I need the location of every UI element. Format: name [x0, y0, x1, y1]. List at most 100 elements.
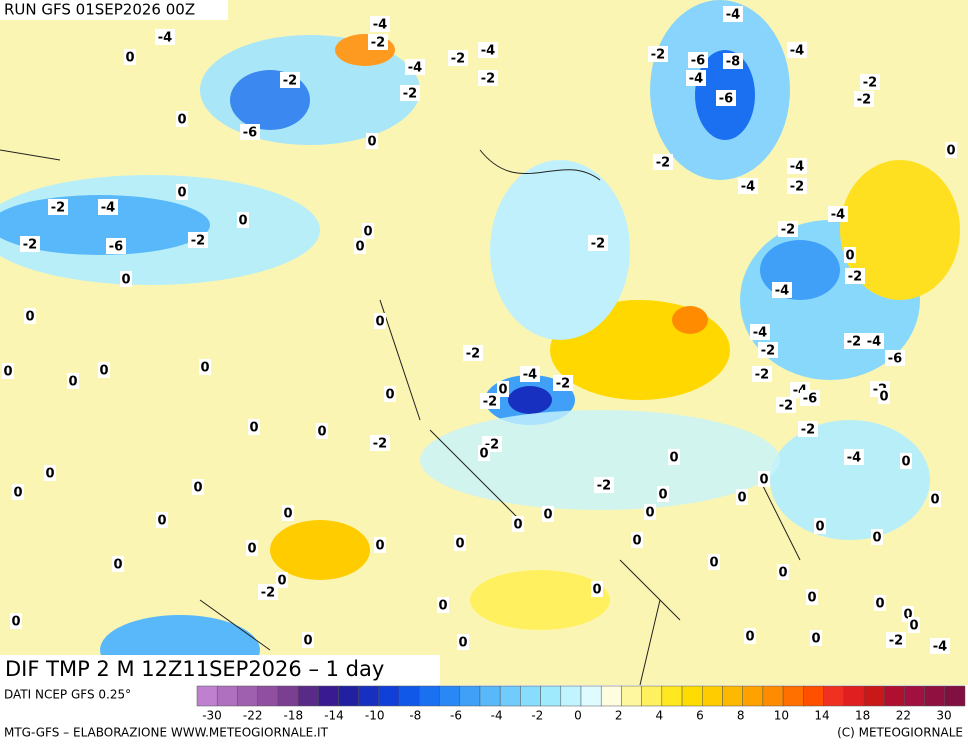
field-area [840, 160, 960, 300]
label-box [828, 206, 848, 222]
contour-label: -2 [857, 93, 871, 108]
label-box [155, 29, 175, 45]
contour-label: 0 [658, 488, 667, 503]
contour-label: 0 [498, 383, 507, 398]
colorbar-swatch [459, 685, 481, 707]
contour-label: -2 [801, 423, 815, 438]
colorbar-tick-label: 6 [696, 709, 704, 723]
contour-label: 0 [317, 425, 326, 440]
label-box [930, 638, 950, 654]
label-box [772, 282, 792, 298]
label-box [777, 564, 789, 580]
contour-label: 0 [737, 491, 746, 506]
contour-label: -2 [889, 634, 903, 649]
contour-label: -2 [373, 437, 387, 452]
contour-label: -2 [451, 52, 465, 67]
contour-label: -4 [523, 368, 537, 383]
contour-label: 0 [3, 365, 12, 380]
colorbar-swatch [944, 685, 966, 707]
colorbar-swatch [803, 685, 824, 707]
label-box [736, 489, 748, 505]
contour-label: -2 [651, 48, 665, 63]
contour-label: 0 [458, 636, 467, 651]
label-box [457, 634, 469, 650]
contour-label: -2 [371, 36, 385, 51]
contour-label: -4 [373, 18, 387, 33]
contour-label: 0 [645, 506, 654, 521]
contour-label: 0 [543, 508, 552, 523]
contour-label: 0 [778, 566, 787, 581]
contour-label: 0 [13, 486, 22, 501]
colorbar-swatch [439, 685, 460, 707]
colorbar-swatch [479, 685, 501, 707]
colorbar-swatch [863, 685, 885, 707]
label-box [48, 199, 68, 215]
label-box [156, 512, 168, 528]
contour-label: 0 [759, 473, 768, 488]
label-box [553, 375, 573, 391]
label-box [878, 388, 890, 404]
label-box [648, 46, 668, 62]
colorbar-tick-label: 18 [855, 709, 870, 723]
contour-label: 0 [363, 225, 372, 240]
contour-label: 0 [879, 390, 888, 405]
label-box [384, 386, 396, 402]
label-box [752, 366, 772, 382]
contour-label: 0 [901, 455, 910, 470]
colorbar-tick-label: -10 [365, 709, 385, 723]
colorbar-swatch [297, 685, 319, 707]
label-box [885, 350, 905, 366]
colorbar-swatch [762, 685, 784, 707]
label-box [368, 34, 388, 50]
label-box [98, 199, 118, 215]
label-box [374, 537, 386, 553]
contour-label: -4 [101, 201, 115, 216]
label-box [478, 42, 498, 58]
contour-label: -6 [719, 92, 733, 107]
label-box [248, 419, 260, 435]
colorbar-swatch [520, 685, 541, 707]
contour-label: -2 [51, 201, 65, 216]
contour-label: -6 [803, 392, 817, 407]
label-box [738, 178, 758, 194]
colorbar-swatch [782, 685, 804, 707]
contour-label: -2 [466, 347, 480, 362]
label-box [20, 236, 40, 252]
contour-label: -2 [848, 270, 862, 285]
label-box [246, 540, 258, 556]
contour-label: 0 [479, 447, 488, 462]
contour-label: -4 [741, 180, 755, 195]
contour-label: -6 [243, 126, 257, 141]
label-box [176, 111, 188, 127]
run-label: RUN GFS 01SEP2026 00Z [4, 1, 195, 19]
colorbar-tick-label: -6 [450, 709, 462, 723]
label-box [723, 53, 743, 69]
label-box [776, 397, 796, 413]
contour-label: 0 [249, 421, 258, 436]
contour-label: 0 [277, 574, 286, 589]
contour-label: -2 [847, 335, 861, 350]
colorbar-swatch [277, 685, 299, 707]
contour-label: -4 [775, 284, 789, 299]
contour-label: -2 [597, 479, 611, 494]
label-box [454, 535, 466, 551]
label-box [800, 390, 820, 406]
label-box [199, 359, 211, 375]
label-box [240, 124, 260, 140]
contour-label: -2 [481, 72, 495, 87]
colorbar-tick-label: 8 [737, 709, 745, 723]
colorbar-swatch [924, 685, 946, 707]
contour-label: -4 [158, 31, 172, 46]
label-box [588, 235, 608, 251]
contour-label: 0 [193, 481, 202, 496]
contour-label: -4 [689, 72, 703, 87]
field-area [672, 306, 708, 334]
colorbar-swatch [499, 685, 521, 707]
colorbar-swatch [580, 685, 602, 707]
label-box [120, 271, 132, 287]
contour-label: 0 [113, 558, 122, 573]
contour-label: -2 [656, 156, 670, 171]
contour-label: -2 [781, 223, 795, 238]
colorbar-swatch [560, 685, 582, 707]
contour-label: -6 [109, 240, 123, 255]
